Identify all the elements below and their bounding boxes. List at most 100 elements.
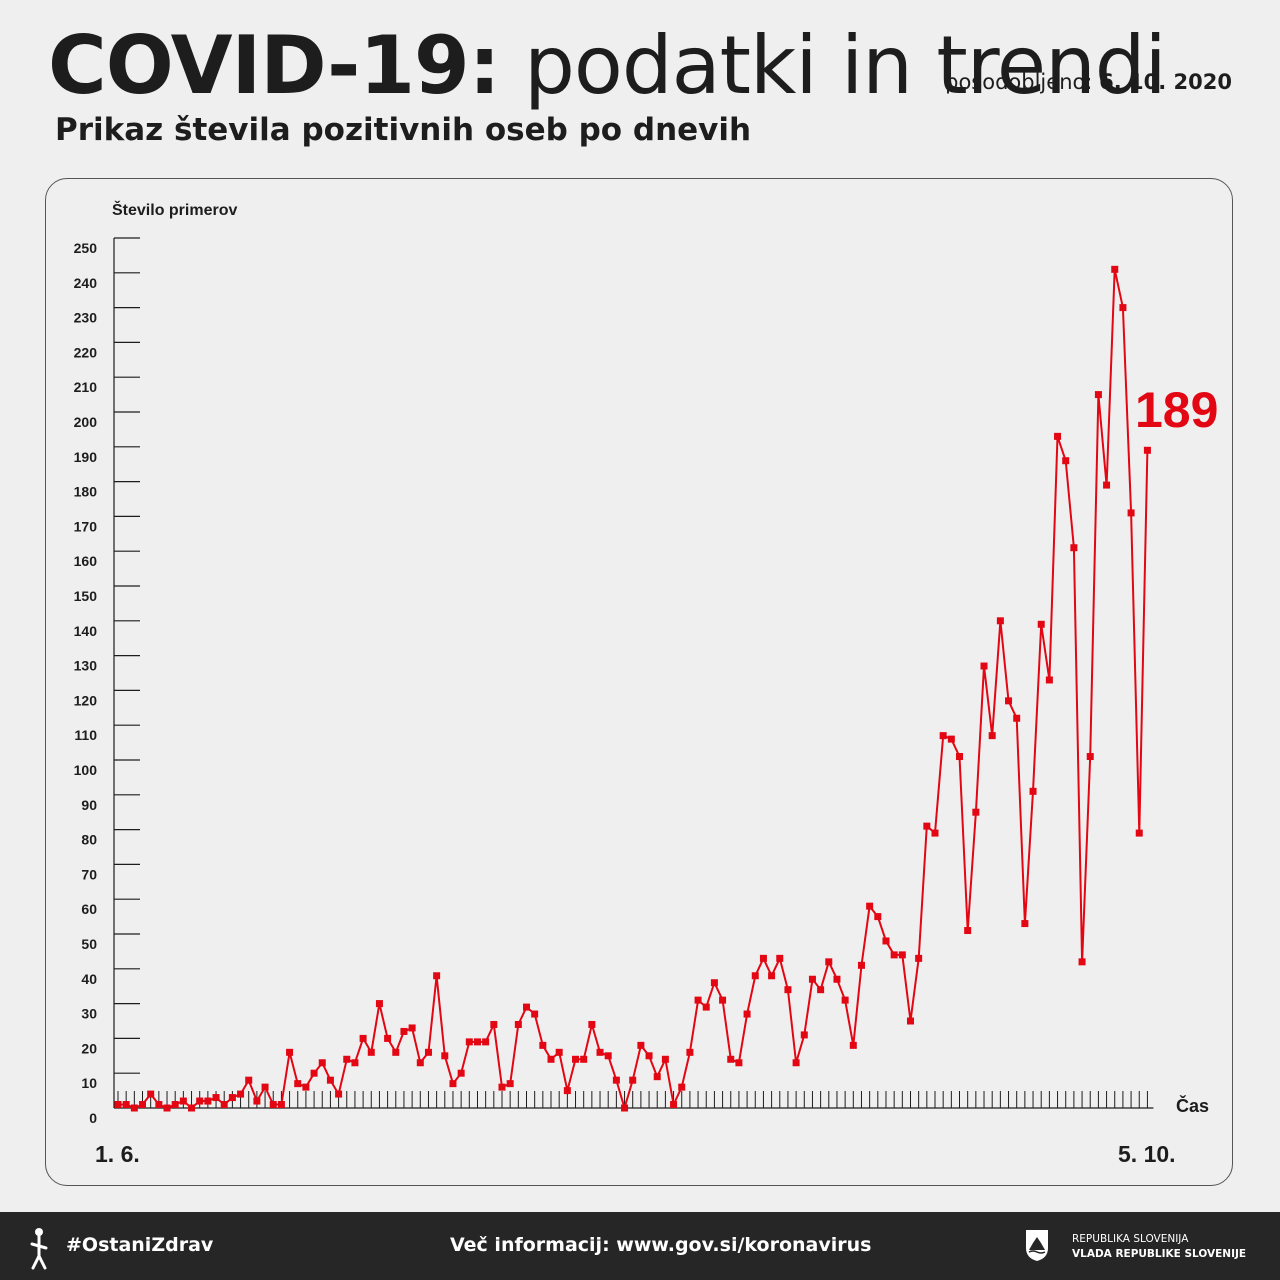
data-point [335,1090,343,1098]
data-point [882,937,890,945]
data-point [939,732,947,740]
x-axis [114,1091,1154,1109]
data-point [326,1076,334,1084]
data-point [547,1055,555,1063]
data-point [531,1010,539,1018]
data-point [245,1076,253,1084]
data-point [179,1097,187,1105]
data-point [923,822,931,830]
title-light: podatki in trendi [524,19,1167,112]
data-point [629,1076,637,1084]
y-tick-label: 70 [81,866,97,882]
slovenia-crest-icon [1026,1230,1048,1261]
data-point [523,1003,530,1011]
data-point [416,1059,424,1067]
data-point [890,951,898,959]
gov-line2: VLADA REPUBLIKE SLOVENIJE [1072,1248,1247,1260]
data-point [473,1038,481,1046]
data-point [228,1094,236,1102]
data-point [1111,265,1119,273]
data-point [621,1104,629,1112]
data-point [277,1101,285,1109]
y-axis-label: Število primerov [112,200,237,219]
x-end-label: 5. 10. [1118,1141,1176,1167]
y-tick-label: 20 [81,1040,97,1056]
data-point [996,617,1004,625]
y-axis: 0 10 20 30 40 50 60 70 80 90 100 110 120 130 140 150 160… [74,237,140,1126]
hashtag: #OstaniZdrav [66,1234,214,1256]
more-info-link[interactable]: Več informacij: www.gov.si/koronavirus [450,1234,872,1256]
data-point [212,1094,220,1102]
data-point [898,951,906,959]
gov-line1: REPUBLIKA SLOVENIJA [1072,1233,1189,1245]
data-point [735,1059,743,1067]
data-point [433,972,441,980]
data-point [1005,697,1013,705]
data-point [572,1055,580,1063]
y-tick-label: 0 [89,1110,97,1126]
data-point [1119,304,1127,312]
data-point [1054,432,1062,440]
data-point [947,735,955,743]
x-axis-label: Čas [1176,1095,1209,1116]
data-point [776,954,784,962]
y-tick-label: 150 [74,588,98,604]
data-point [988,732,996,740]
data-point [204,1097,212,1105]
data-point [866,902,874,910]
x-start-label: 1. 6. [95,1141,140,1167]
y-tick-label: 60 [81,901,97,917]
data-point [743,1010,751,1018]
data-point [874,913,882,921]
data-point [915,954,923,962]
data-point [490,1020,498,1028]
data-point [1037,620,1045,628]
chart-svg: Število primerov Čas 1. 6. 5. 10. 189 0 1… [74,200,1219,1167]
y-tick-label: 10 [81,1075,97,1091]
data-point [972,808,980,816]
data-point [964,927,972,935]
data-point [849,1041,857,1049]
title-bold: COVID-19: [48,19,501,112]
footer: #OstaniZdrav Več informacij: www.gov.si/… [0,1212,1280,1280]
data-point [514,1020,522,1028]
data-point [351,1059,359,1067]
y-tick-label: 90 [81,797,97,813]
government-label: REPUBLIKA SLOVENIJA VLADA REPUBLIKE SLOV… [1072,1232,1246,1262]
data-point [367,1048,375,1056]
chart-panel [45,178,1233,1186]
data-point [686,1048,694,1056]
y-tick-label: 240 [74,275,98,291]
y-tick-label: 220 [74,344,98,360]
data-point [661,1055,669,1063]
data-point [269,1101,277,1109]
data-point [857,961,865,969]
y-tick-label: 180 [74,484,98,500]
data-point [710,979,718,987]
data-point [670,1101,678,1109]
y-tick-label: 190 [74,449,98,465]
data-point [694,996,702,1004]
y-tick-label: 30 [81,1006,97,1022]
y-tick-label: 110 [74,727,97,743]
data-point [727,1055,735,1063]
data-point [424,1048,432,1056]
series-covid-cases [114,265,1151,1112]
data-point [759,954,767,962]
data-point [171,1101,179,1109]
data-point [702,1003,710,1011]
data-point [596,1048,604,1056]
data-point [612,1076,620,1084]
data-point [155,1101,163,1109]
data-point [441,1052,449,1060]
data-point [817,986,825,994]
data-point [1062,457,1070,465]
last-value-label: 189 [1135,382,1218,438]
data-point [482,1038,490,1046]
data-point [768,972,776,980]
data-point [188,1104,196,1112]
y-tick-label: 210 [74,379,98,395]
data-point [139,1101,147,1109]
data-point [637,1041,645,1049]
data-point [457,1069,465,1077]
